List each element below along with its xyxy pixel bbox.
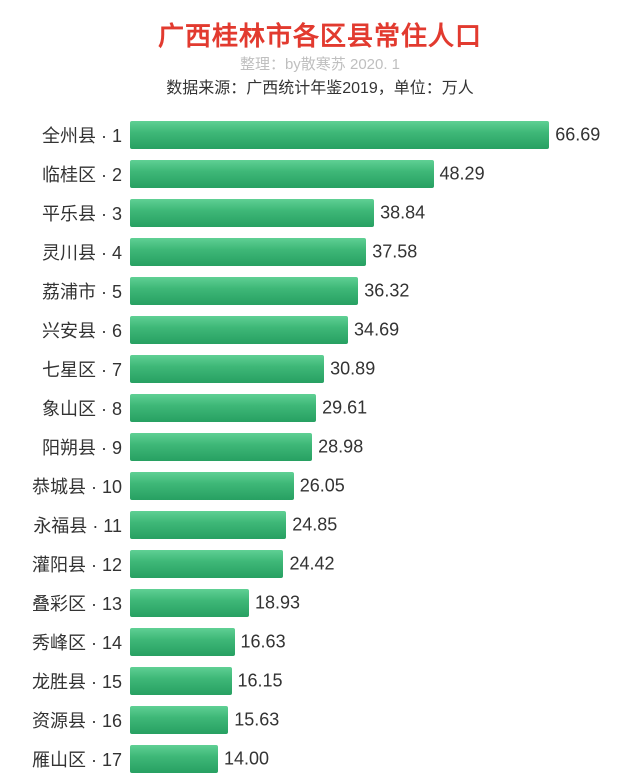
bar-area: 16.15 — [130, 667, 570, 695]
y-axis-label: 恭城县 · 10 — [20, 473, 130, 499]
bar — [130, 589, 249, 617]
bar-value-label: 29.61 — [322, 397, 367, 418]
bar-row: 兴安县 · 6 34.69 — [20, 311, 620, 348]
y-axis-label: 临桂区 · 2 — [20, 161, 130, 187]
bar-value-label: 26.05 — [300, 475, 345, 496]
bar-area: 16.63 — [130, 628, 570, 656]
bar — [130, 394, 316, 422]
bar-row: 七星区 · 7 30.89 — [20, 350, 620, 387]
bar-row: 龙胜县 · 15 16.15 — [20, 662, 620, 699]
bar — [130, 355, 324, 383]
y-axis-label: 叠彩区 · 13 — [20, 590, 130, 616]
bar — [130, 550, 283, 578]
bar-value-label: 24.85 — [292, 514, 337, 535]
bar-row: 象山区 · 8 29.61 — [20, 389, 620, 426]
bar-row: 恭城县 · 10 26.05 — [20, 467, 620, 504]
bar-area: 28.98 — [130, 433, 570, 461]
bar-value-label: 28.98 — [318, 436, 363, 457]
bar-row: 临桂区 · 2 48.29 — [20, 155, 620, 192]
bar-area: 15.63 — [130, 706, 570, 734]
bar-row: 灌阳县 · 12 24.42 — [20, 545, 620, 582]
y-axis-label: 荔浦市 · 5 — [20, 278, 130, 304]
bar-area: 48.29 — [130, 160, 570, 188]
bar-area: 30.89 — [130, 355, 570, 383]
bar-row: 叠彩区 · 13 18.93 — [20, 584, 620, 621]
y-axis-label: 秀峰区 · 14 — [20, 629, 130, 655]
bar — [130, 745, 218, 773]
bar-area: 38.84 — [130, 199, 570, 227]
bar-row: 荔浦市 · 5 36.32 — [20, 272, 620, 309]
y-axis-label: 资源县 · 16 — [20, 707, 130, 733]
chart-subtitle-source: 数据来源：广西统计年鉴2019，单位：万人 — [20, 74, 620, 98]
y-axis-label: 平乐县 · 3 — [20, 200, 130, 226]
bar-row: 秀峰区 · 14 16.63 — [20, 623, 620, 660]
bar — [130, 316, 348, 344]
bar-value-label: 30.89 — [330, 358, 375, 379]
bar-area: 26.05 — [130, 472, 570, 500]
bar-area: 29.61 — [130, 394, 570, 422]
bar-area: 66.69 — [130, 121, 570, 149]
bar-value-label: 38.84 — [380, 202, 425, 223]
bar — [130, 277, 358, 305]
y-axis-label: 灌阳县 · 12 — [20, 551, 130, 577]
y-axis-label: 雁山区 · 17 — [20, 746, 130, 772]
bar-area: 24.42 — [130, 550, 570, 578]
bar-row: 资源县 · 16 15.63 — [20, 701, 620, 738]
bar-area: 34.69 — [130, 316, 570, 344]
bar — [130, 121, 549, 149]
bar-value-label: 16.15 — [238, 670, 283, 691]
bar-row: 灵川县 · 4 37.58 — [20, 233, 620, 270]
bar — [130, 433, 312, 461]
bar-value-label: 37.58 — [372, 241, 417, 262]
y-axis-label: 龙胜县 · 15 — [20, 668, 130, 694]
bar-area: 37.58 — [130, 238, 570, 266]
bar-row: 阳朔县 · 9 28.98 — [20, 428, 620, 465]
y-axis-label: 阳朔县 · 9 — [20, 434, 130, 460]
bar-value-label: 48.29 — [440, 163, 485, 184]
bar — [130, 472, 294, 500]
bar-area: 14.00 — [130, 745, 570, 773]
y-axis-label: 兴安县 · 6 — [20, 317, 130, 343]
y-axis-label: 象山区 · 8 — [20, 395, 130, 421]
bar-row: 雁山区 · 1714.00 — [20, 740, 620, 777]
bar-area: 18.93 — [130, 589, 570, 617]
y-axis-label: 永福县 · 11 — [20, 512, 130, 538]
bar-value-label: 18.93 — [255, 592, 300, 613]
bar-row: 全州县 · 166.69 — [20, 116, 620, 153]
chart-subtitle-author: 整理：by散寒苏 2020. 1 — [20, 53, 620, 74]
y-axis-label: 七星区 · 7 — [20, 356, 130, 382]
bar-chart: 全州县 · 166.69临桂区 · 248.29平乐县 · 338.84灵川县 … — [20, 116, 620, 777]
bar — [130, 667, 232, 695]
bar-value-label: 16.63 — [241, 631, 286, 652]
y-axis-label: 全州县 · 1 — [20, 122, 130, 148]
bar — [130, 511, 286, 539]
bar — [130, 160, 434, 188]
bar-area: 36.32 — [130, 277, 570, 305]
bar — [130, 706, 228, 734]
bar-value-label: 36.32 — [364, 280, 409, 301]
y-axis-label: 灵川县 · 4 — [20, 239, 130, 265]
bar — [130, 199, 374, 227]
bar-area: 24.85 — [130, 511, 570, 539]
bar-value-label: 34.69 — [354, 319, 399, 340]
chart-title: 广西桂林市各区县常住人口 — [20, 16, 620, 53]
bar — [130, 628, 235, 656]
bar-row: 永福县 · 11 24.85 — [20, 506, 620, 543]
bar — [130, 238, 366, 266]
bar-value-label: 66.69 — [555, 124, 600, 145]
bar-value-label: 24.42 — [289, 553, 334, 574]
bar-value-label: 15.63 — [234, 709, 279, 730]
bar-row: 平乐县 · 3 38.84 — [20, 194, 620, 231]
